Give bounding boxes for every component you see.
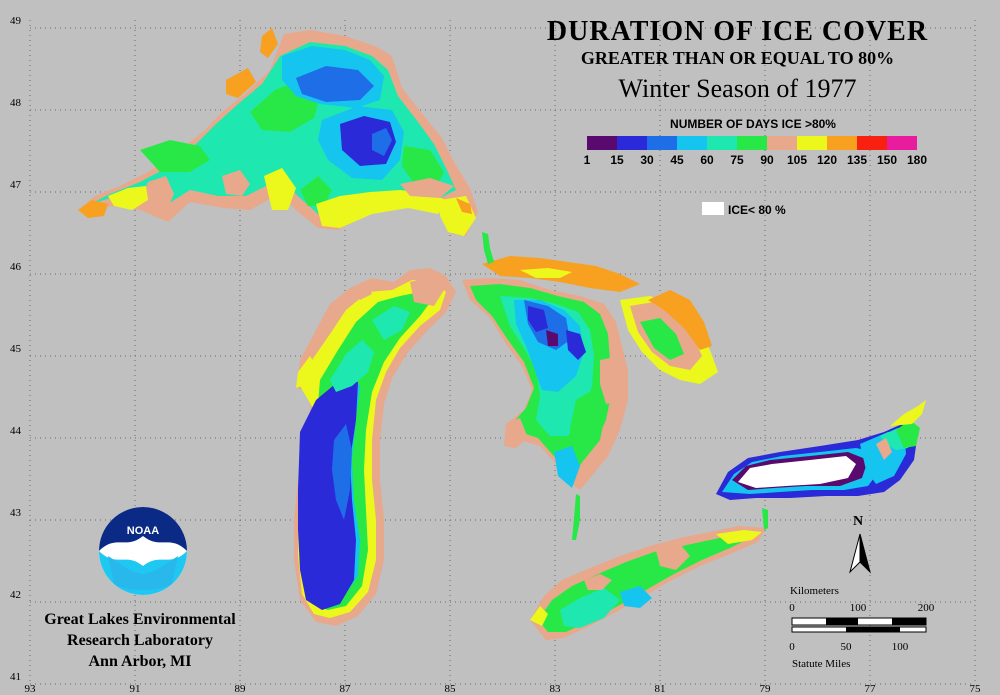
noaa-logo-text: NOAA bbox=[127, 525, 159, 537]
legend-swatch bbox=[587, 136, 617, 150]
lon-label: 75 bbox=[970, 683, 982, 695]
lon-label: 89 bbox=[235, 683, 247, 695]
scale-km-tick-1: 100 bbox=[850, 602, 867, 614]
latitude-labels: 49 48 47 46 45 44 43 42 41 bbox=[10, 15, 22, 683]
lake-ontario bbox=[716, 400, 926, 500]
institution-line-1: Great Lakes Environmental bbox=[44, 611, 236, 628]
lat-label: 42 bbox=[10, 589, 21, 601]
scale-km-label: Kilometers bbox=[790, 585, 839, 597]
lon-label: 87 bbox=[340, 683, 352, 695]
lake-michigan bbox=[294, 268, 456, 626]
legend-tick-label: 75 bbox=[730, 153, 744, 167]
legend-swatch bbox=[617, 136, 647, 150]
legend-tick-label: 45 bbox=[670, 153, 684, 167]
lat-label: 44 bbox=[10, 425, 22, 437]
legend-tick-label: 15 bbox=[610, 153, 624, 167]
legend-tick-label: 150 bbox=[877, 153, 897, 167]
legend-title: NUMBER OF DAYS ICE >80% bbox=[670, 117, 836, 131]
lon-label: 77 bbox=[865, 683, 877, 695]
lat-label: 47 bbox=[10, 179, 22, 191]
legend-swatch bbox=[797, 136, 827, 150]
legend-tick-label: 90 bbox=[760, 153, 774, 167]
lat-label: 49 bbox=[10, 15, 22, 27]
scale-mi-tick-0: 0 bbox=[789, 641, 795, 653]
legend-tick-label: 120 bbox=[817, 153, 837, 167]
scale-km-tick-2: 200 bbox=[918, 602, 935, 614]
lon-label: 83 bbox=[550, 683, 562, 695]
north-arrow-label: N bbox=[853, 514, 863, 529]
legend-color-bar bbox=[587, 136, 917, 150]
institution-name: Great Lakes Environmental Research Labor… bbox=[20, 609, 260, 672]
lat-label: 43 bbox=[10, 507, 22, 519]
north-arrow: N bbox=[849, 514, 871, 574]
legend-swatch bbox=[767, 136, 797, 150]
legend-tick-label: 105 bbox=[787, 153, 807, 167]
map-subtitle: GREATER THAN OR EQUAL TO 80% bbox=[580, 48, 895, 68]
lat-label: 45 bbox=[10, 343, 22, 355]
legend-tick-label: 1 bbox=[584, 153, 591, 167]
scale-mi-tick-2: 100 bbox=[892, 641, 909, 653]
legend-swatch bbox=[647, 136, 677, 150]
legend-swatch bbox=[857, 136, 887, 150]
lake-superior bbox=[78, 28, 478, 236]
lon-label: 85 bbox=[445, 683, 457, 695]
legend-swatch bbox=[677, 136, 707, 150]
longitude-labels: 93 91 89 87 85 83 81 79 77 75 bbox=[25, 683, 982, 695]
scale-km-tick-0: 0 bbox=[789, 602, 795, 614]
institution-line-3: Ann Arbor, MI bbox=[88, 653, 192, 670]
no-ice-label: ICE< 80 % bbox=[728, 203, 786, 217]
legend-tick-label: 180 bbox=[907, 153, 927, 167]
lon-label: 91 bbox=[130, 683, 141, 695]
legend-swatch bbox=[887, 136, 917, 150]
no-ice-swatch bbox=[702, 202, 724, 215]
season-label: Winter Season of 1977 bbox=[618, 74, 857, 103]
connecting-waterways bbox=[482, 232, 768, 540]
lon-label: 79 bbox=[760, 683, 772, 695]
legend-tick-label: 30 bbox=[640, 153, 654, 167]
legend-tick-label: 135 bbox=[847, 153, 867, 167]
scale-mi-label: Statute Miles bbox=[792, 658, 850, 670]
legend-tick-labels: 1 15 30 45 60 75 90 105 120 135 150 180 bbox=[584, 153, 928, 167]
lat-label: 48 bbox=[10, 97, 22, 109]
legend-swatch bbox=[827, 136, 857, 150]
scale-mi-tick-1: 50 bbox=[841, 641, 853, 653]
lon-label: 81 bbox=[655, 683, 666, 695]
lon-label: 93 bbox=[25, 683, 37, 695]
noaa-logo: NOAA bbox=[99, 507, 187, 595]
lat-label: 41 bbox=[10, 671, 21, 683]
lake-huron bbox=[462, 256, 718, 490]
map-title: DURATION OF ICE COVER bbox=[546, 16, 929, 47]
scale-bar: Kilometers 0 100 200 0 50 100 Statute Mi… bbox=[789, 585, 935, 670]
legend-swatch bbox=[707, 136, 737, 150]
legend-swatch bbox=[737, 136, 767, 150]
institution-line-2: Research Laboratory bbox=[67, 632, 213, 649]
lat-label: 46 bbox=[10, 261, 22, 273]
lake-erie bbox=[530, 526, 766, 640]
legend: NUMBER OF DAYS ICE >80% 1 15 30 45 60 75 90 105… bbox=[584, 117, 928, 217]
legend-tick-label: 60 bbox=[700, 153, 714, 167]
